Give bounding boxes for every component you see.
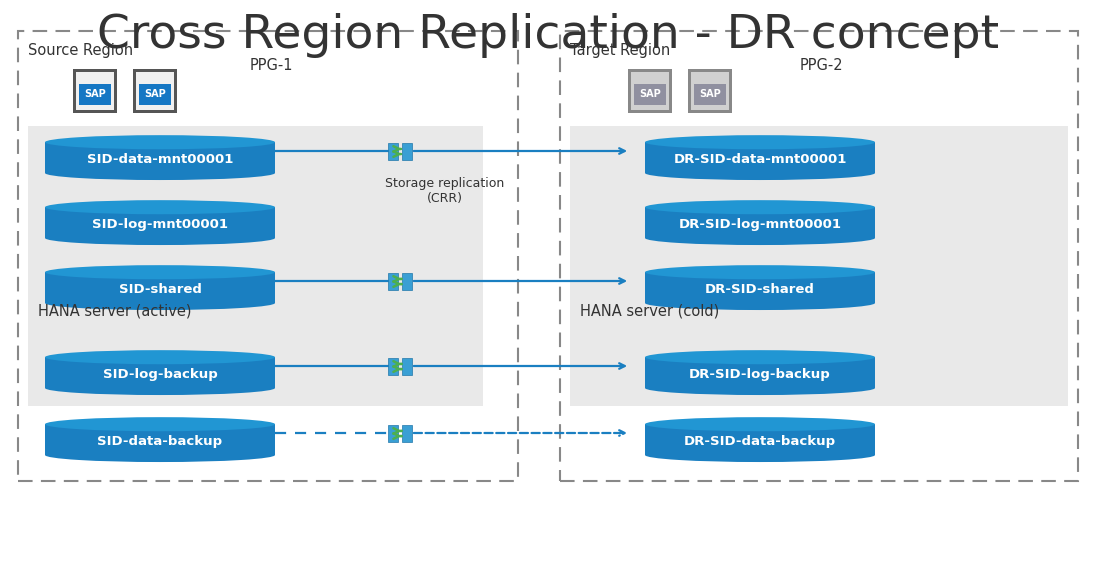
FancyBboxPatch shape <box>388 425 398 442</box>
Text: SID-shared: SID-shared <box>118 282 202 296</box>
Text: SID-data-mnt00001: SID-data-mnt00001 <box>87 153 233 166</box>
FancyBboxPatch shape <box>136 72 174 110</box>
FancyBboxPatch shape <box>628 69 672 113</box>
Ellipse shape <box>45 265 275 279</box>
Text: HANA server (cold): HANA server (cold) <box>580 303 719 318</box>
Text: Storage replication
(CRR): Storage replication (CRR) <box>386 177 504 205</box>
Ellipse shape <box>45 200 275 214</box>
FancyBboxPatch shape <box>45 142 275 173</box>
FancyBboxPatch shape <box>570 126 1068 406</box>
Ellipse shape <box>646 200 875 214</box>
FancyBboxPatch shape <box>388 357 398 375</box>
Ellipse shape <box>45 417 275 431</box>
FancyBboxPatch shape <box>79 84 111 105</box>
Ellipse shape <box>646 265 875 279</box>
FancyBboxPatch shape <box>694 84 726 105</box>
Ellipse shape <box>45 448 275 462</box>
FancyBboxPatch shape <box>388 272 398 289</box>
Ellipse shape <box>646 135 875 149</box>
Text: PPG-2: PPG-2 <box>800 58 844 73</box>
Ellipse shape <box>646 417 875 431</box>
Text: SAP: SAP <box>639 89 661 99</box>
FancyBboxPatch shape <box>402 425 412 442</box>
Ellipse shape <box>45 296 275 310</box>
Ellipse shape <box>646 231 875 245</box>
Text: SAP: SAP <box>145 89 165 99</box>
Text: DR-SID-data-mnt00001: DR-SID-data-mnt00001 <box>673 153 847 166</box>
Text: Cross Region Replication - DR concept: Cross Region Replication - DR concept <box>96 13 1000 58</box>
Ellipse shape <box>45 350 275 364</box>
FancyBboxPatch shape <box>133 69 176 113</box>
FancyBboxPatch shape <box>646 142 875 173</box>
FancyBboxPatch shape <box>28 126 483 406</box>
Text: DR-SID-data-backup: DR-SID-data-backup <box>684 435 836 447</box>
Ellipse shape <box>646 166 875 180</box>
FancyBboxPatch shape <box>73 69 117 113</box>
Ellipse shape <box>45 381 275 395</box>
Text: SAP: SAP <box>84 89 106 99</box>
Ellipse shape <box>646 296 875 310</box>
Text: Target Region: Target Region <box>570 43 671 58</box>
Text: SID-log-mnt00001: SID-log-mnt00001 <box>92 218 228 231</box>
FancyBboxPatch shape <box>388 142 398 160</box>
Text: SID-data-backup: SID-data-backup <box>98 435 222 447</box>
FancyBboxPatch shape <box>646 424 875 455</box>
FancyBboxPatch shape <box>631 72 669 110</box>
Text: SID-log-backup: SID-log-backup <box>103 368 217 381</box>
FancyBboxPatch shape <box>45 272 275 303</box>
Ellipse shape <box>45 166 275 180</box>
Text: PPG-1: PPG-1 <box>250 58 294 73</box>
FancyBboxPatch shape <box>633 84 666 105</box>
FancyBboxPatch shape <box>690 72 729 110</box>
Ellipse shape <box>646 381 875 395</box>
Text: DR-SID-log-backup: DR-SID-log-backup <box>689 368 831 381</box>
FancyBboxPatch shape <box>139 84 171 105</box>
Ellipse shape <box>45 231 275 245</box>
Text: DR-SID-log-mnt00001: DR-SID-log-mnt00001 <box>678 218 842 231</box>
Ellipse shape <box>646 350 875 364</box>
FancyBboxPatch shape <box>402 272 412 289</box>
FancyBboxPatch shape <box>45 424 275 455</box>
Text: DR-SID-shared: DR-SID-shared <box>705 282 815 296</box>
FancyBboxPatch shape <box>402 142 412 160</box>
FancyBboxPatch shape <box>45 207 275 238</box>
FancyBboxPatch shape <box>402 357 412 375</box>
FancyBboxPatch shape <box>45 357 275 388</box>
FancyBboxPatch shape <box>688 69 732 113</box>
Text: Source Region: Source Region <box>28 43 133 58</box>
Ellipse shape <box>646 448 875 462</box>
Text: SAP: SAP <box>699 89 721 99</box>
FancyBboxPatch shape <box>646 207 875 238</box>
FancyBboxPatch shape <box>646 357 875 388</box>
FancyBboxPatch shape <box>76 72 114 110</box>
FancyBboxPatch shape <box>646 272 875 303</box>
Text: HANA server (active): HANA server (active) <box>38 303 192 318</box>
Ellipse shape <box>45 135 275 149</box>
